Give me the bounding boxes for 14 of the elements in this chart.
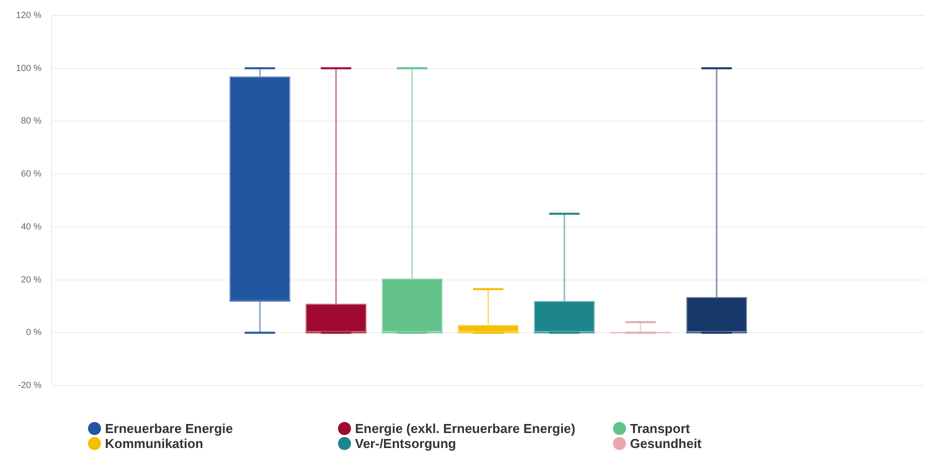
y-tick-label: 80 % (21, 116, 42, 126)
legend-label: Ver-/Entsorgung (354, 436, 458, 451)
legend-label: Kommunikation (104, 436, 204, 451)
y-tick-label: 40 % (21, 221, 42, 232)
legend-label: Erneuerbare Energie (104, 421, 234, 436)
y-tick-label: 0 % (26, 327, 42, 338)
legend-label: Gesundheit (629, 436, 703, 451)
y-tick-label: 20 % (21, 274, 42, 284)
y-tick-label: 60 % (21, 168, 42, 179)
y-tick-label: -20 % (18, 380, 42, 390)
legend-label: Energie (exkl. Erneuerbare Energie) (354, 421, 576, 436)
y-tick-label: 100 % (16, 62, 42, 73)
legend-label: Transport (629, 421, 691, 436)
y-tick-label: 120 % (16, 10, 42, 20)
